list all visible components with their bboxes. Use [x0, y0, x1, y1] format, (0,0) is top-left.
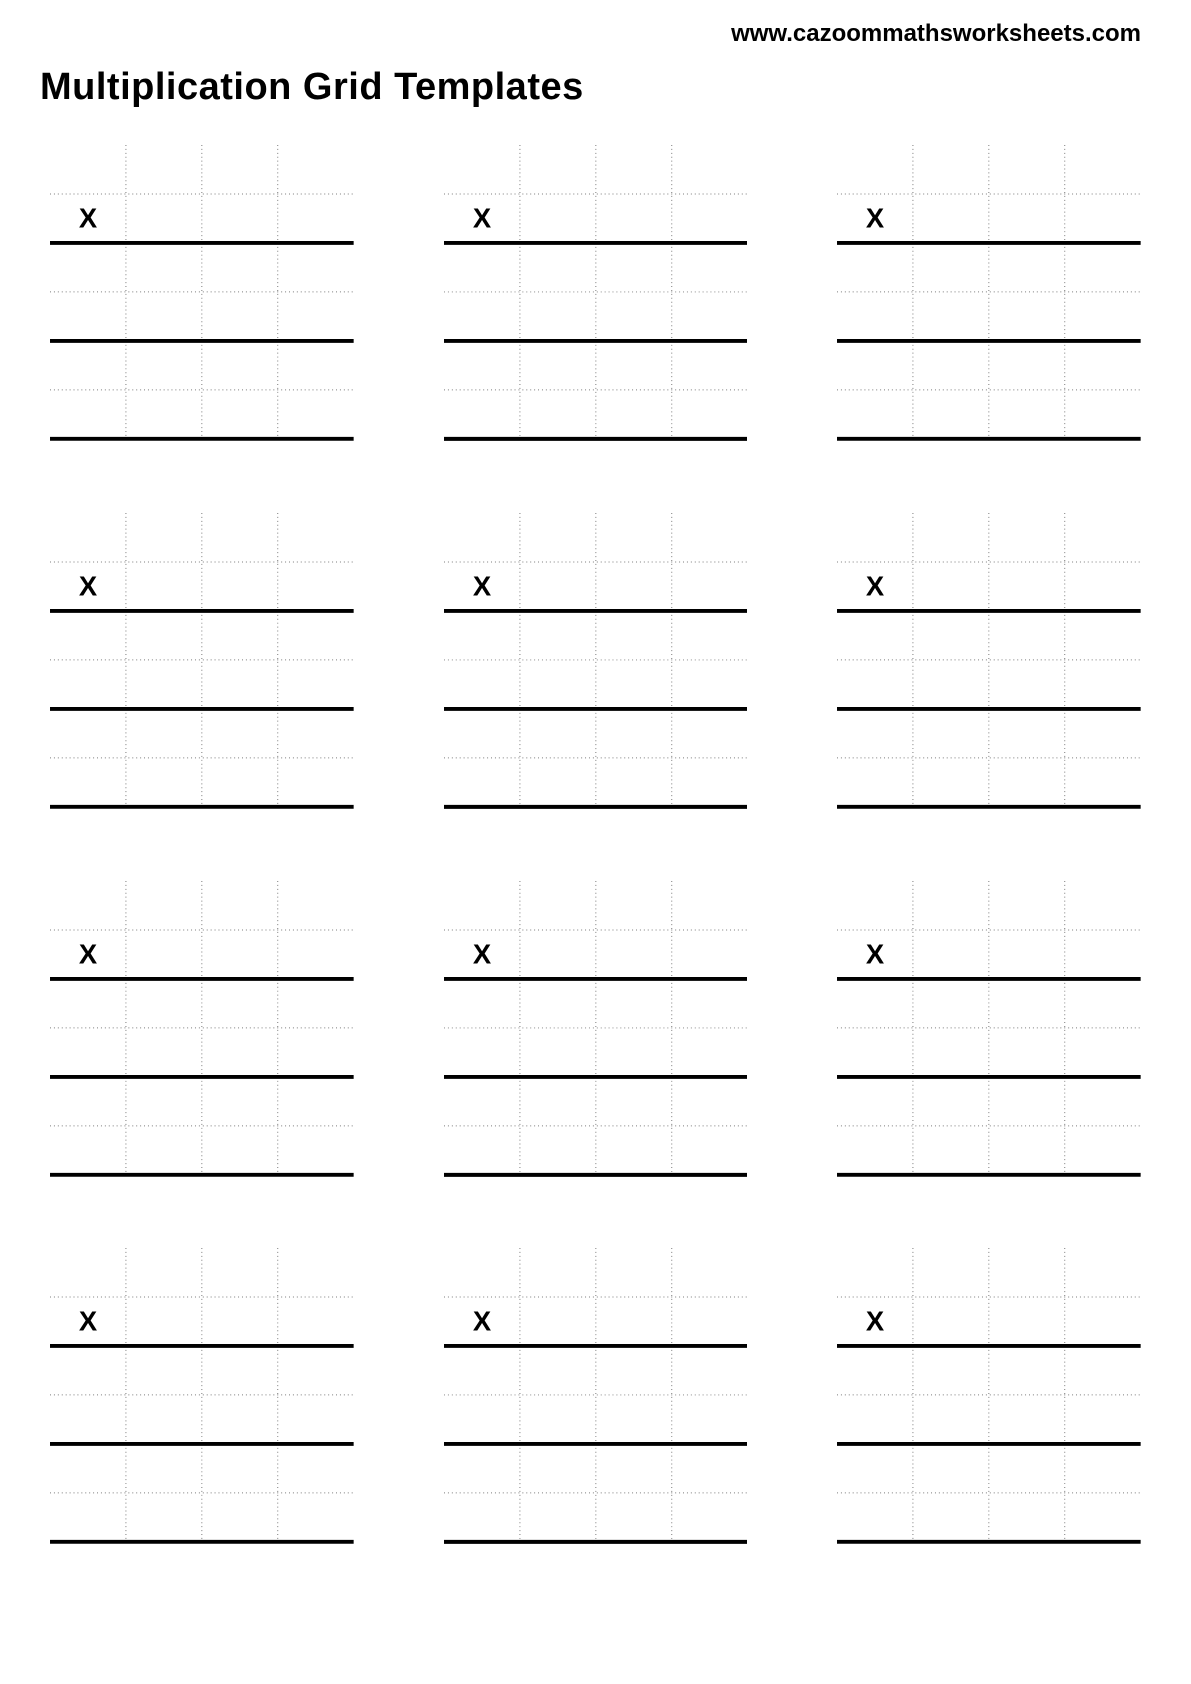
multiplication-grid: X — [444, 881, 748, 1179]
multiplication-grid: X — [837, 1248, 1141, 1546]
multiply-symbol: X — [79, 570, 98, 601]
multiply-symbol: X — [472, 1306, 491, 1337]
multiplication-grid: X — [50, 1248, 354, 1546]
page-title: Multiplication Grid Templates — [40, 66, 1151, 109]
multiplication-grid: X — [837, 513, 1141, 811]
multiplication-grid: X — [837, 145, 1141, 443]
worksheet-page: www.cazoommathsworksheets.com Multiplica… — [0, 0, 1191, 1684]
multiplication-grid: X — [444, 1248, 748, 1546]
source-url: www.cazoommathsworksheets.com — [40, 20, 1151, 48]
grid-container: X X X X X X X X X X X X — [40, 145, 1151, 1546]
multiplication-grid: X — [444, 513, 748, 811]
multiply-symbol: X — [79, 202, 98, 233]
multiplication-grid: X — [837, 881, 1141, 1179]
multiply-symbol: X — [472, 570, 491, 601]
multiplication-grid: X — [444, 145, 748, 443]
multiply-symbol: X — [866, 202, 885, 233]
multiply-symbol: X — [79, 938, 98, 969]
multiply-symbol: X — [866, 938, 885, 969]
multiplication-grid: X — [50, 145, 354, 443]
multiply-symbol: X — [79, 1306, 98, 1337]
multiply-symbol: X — [472, 938, 491, 969]
multiply-symbol: X — [866, 1306, 885, 1337]
multiplication-grid: X — [50, 881, 354, 1179]
multiplication-grid: X — [50, 513, 354, 811]
multiply-symbol: X — [866, 570, 885, 601]
multiply-symbol: X — [472, 202, 491, 233]
